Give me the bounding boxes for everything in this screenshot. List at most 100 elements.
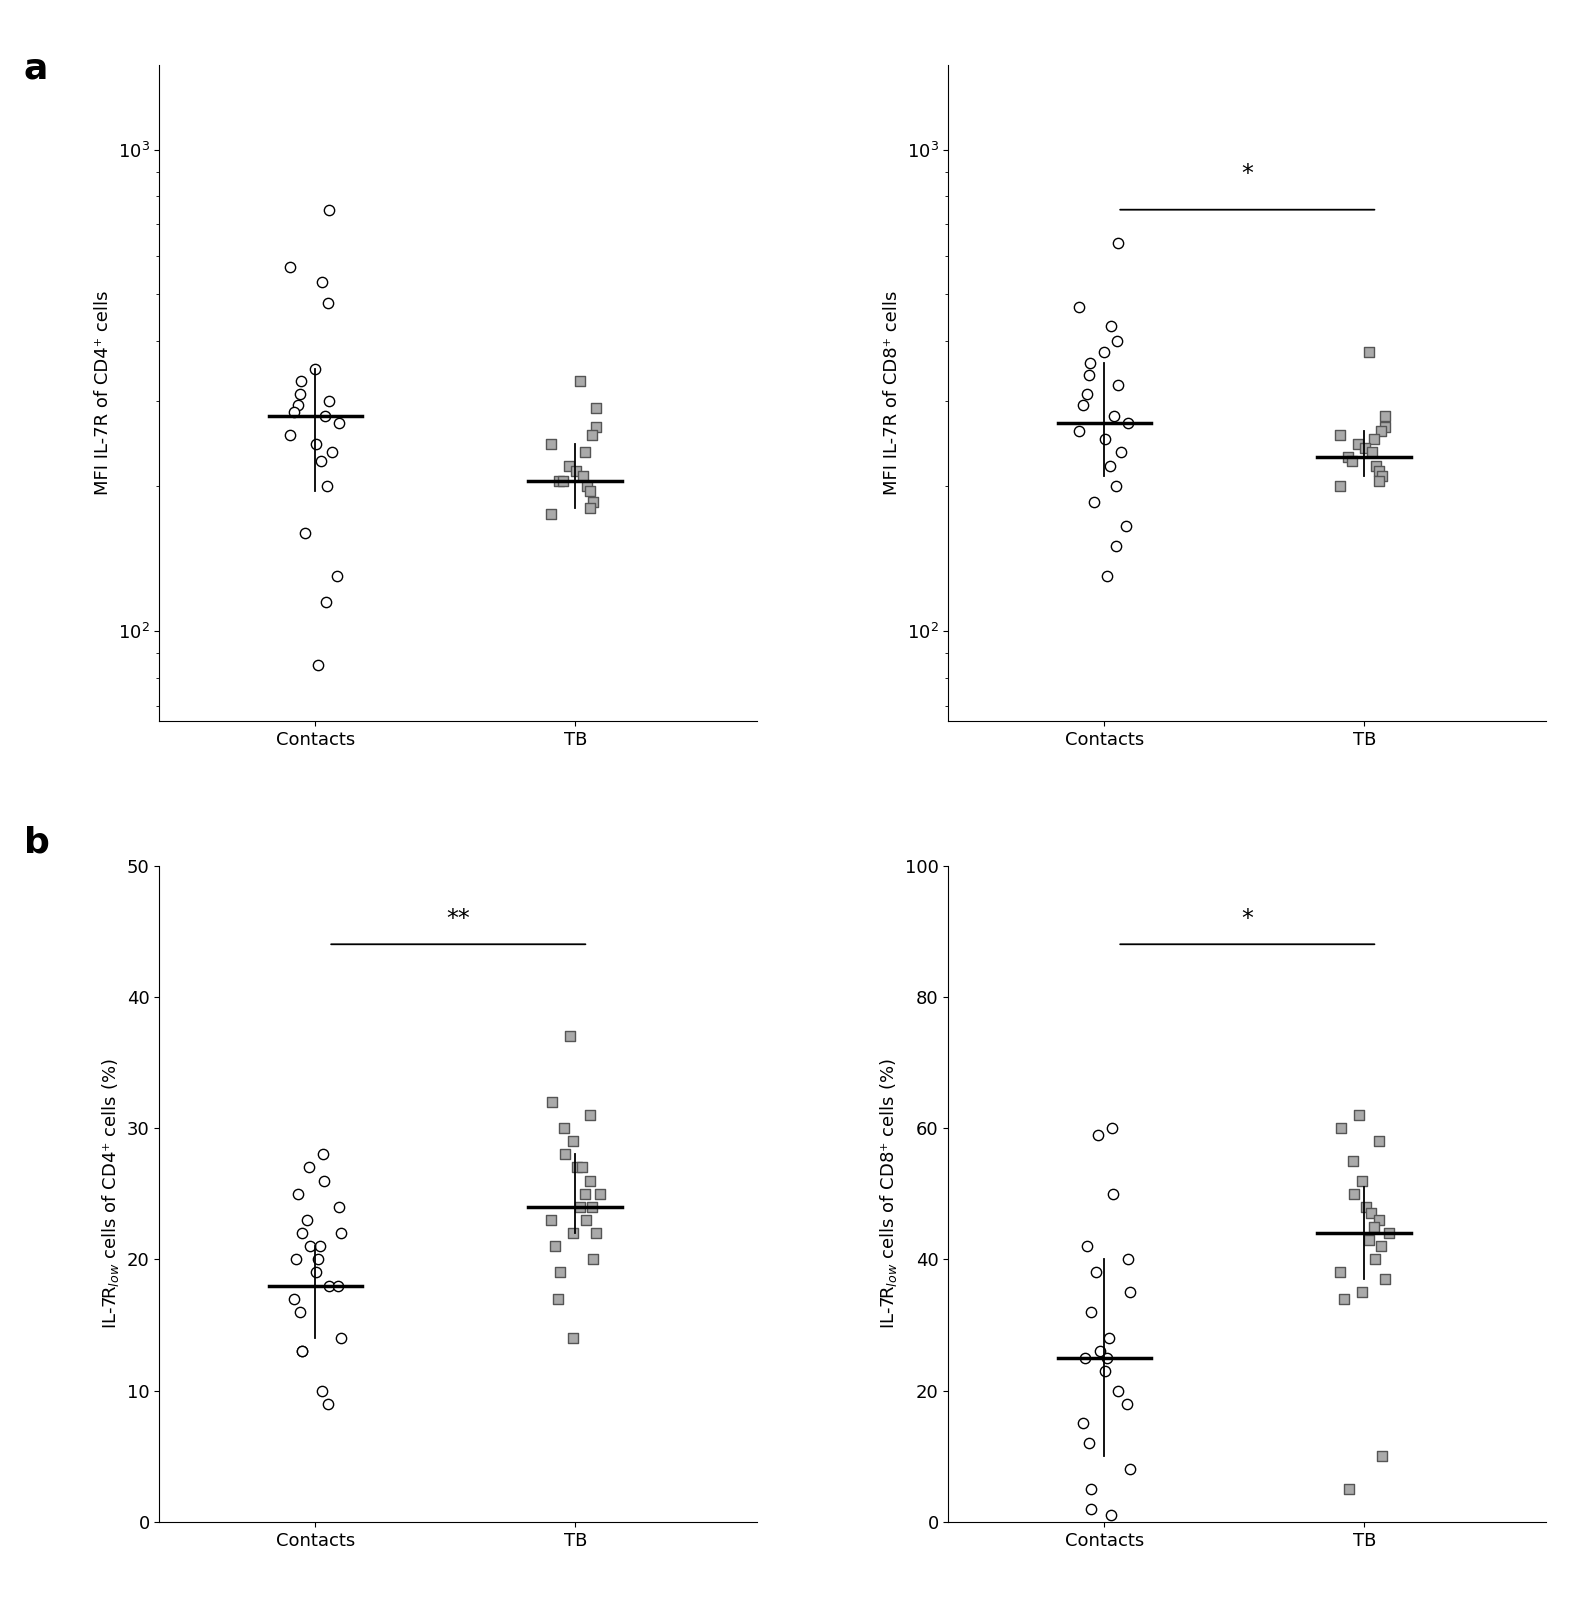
- Point: [552, 1141, 577, 1167]
- Point: [1352, 436, 1377, 461]
- Point: [285, 392, 311, 418]
- Point: [547, 1260, 572, 1285]
- Point: [296, 1154, 322, 1180]
- Point: [1360, 439, 1385, 465]
- Point: [1106, 1378, 1132, 1404]
- Point: [292, 520, 317, 546]
- Point: [1105, 329, 1130, 355]
- Point: [577, 479, 603, 505]
- Point: [295, 1208, 320, 1234]
- Point: [1361, 1214, 1387, 1240]
- Point: [539, 431, 564, 457]
- Point: [1366, 1208, 1392, 1234]
- Point: [1084, 1260, 1109, 1285]
- Point: [1369, 1443, 1395, 1468]
- Point: [317, 198, 343, 223]
- Point: [1097, 453, 1122, 479]
- Point: [285, 1180, 311, 1206]
- Point: [1117, 1279, 1143, 1305]
- Point: [550, 468, 575, 494]
- Point: [572, 1180, 598, 1206]
- Point: [1331, 725, 1356, 751]
- Y-axis label: MFI IL-7R of CD8⁺ cells: MFI IL-7R of CD8⁺ cells: [883, 291, 901, 495]
- Point: [308, 1234, 333, 1260]
- Point: [1092, 338, 1117, 364]
- Text: **: **: [446, 907, 470, 931]
- Point: [1345, 431, 1371, 457]
- Point: [1103, 533, 1129, 559]
- Point: [1093, 1345, 1119, 1371]
- Point: [281, 398, 306, 424]
- Point: [559, 1128, 585, 1154]
- Point: [1331, 1285, 1356, 1311]
- Point: [303, 1260, 328, 1285]
- Point: [1363, 453, 1388, 479]
- Point: [311, 1167, 336, 1193]
- Point: [567, 369, 593, 395]
- Point: [537, 1208, 563, 1234]
- Point: [569, 1154, 595, 1180]
- Point: [1093, 563, 1119, 589]
- Point: [1372, 414, 1398, 440]
- Point: [311, 1141, 336, 1167]
- Point: [289, 1339, 314, 1365]
- Point: [1328, 473, 1353, 499]
- Point: [289, 1221, 314, 1247]
- Point: [316, 290, 341, 316]
- Point: [539, 1090, 564, 1115]
- Point: [1108, 439, 1133, 465]
- Point: [328, 1324, 354, 1350]
- Point: [316, 389, 341, 414]
- Point: [287, 1298, 312, 1324]
- Point: [559, 1324, 585, 1350]
- Point: [1103, 473, 1129, 499]
- Point: [577, 1103, 603, 1128]
- Point: [309, 269, 335, 295]
- Point: [1341, 1180, 1366, 1206]
- Point: [577, 1167, 603, 1193]
- Point: [319, 439, 344, 465]
- Point: [1087, 1339, 1113, 1365]
- Point: [1326, 1260, 1352, 1285]
- Point: [583, 414, 609, 440]
- Point: [580, 1247, 606, 1273]
- Point: [1078, 1496, 1103, 1522]
- Point: [324, 563, 349, 589]
- Text: a: a: [24, 52, 48, 86]
- Point: [1377, 1221, 1403, 1247]
- Point: [284, 1247, 309, 1273]
- Point: [1372, 403, 1398, 429]
- Point: [1076, 363, 1101, 389]
- Point: [304, 652, 330, 678]
- Point: [1356, 338, 1382, 364]
- Point: [1366, 1128, 1392, 1154]
- Point: [1100, 1180, 1125, 1206]
- Point: [583, 395, 609, 421]
- Point: [567, 1193, 593, 1219]
- Point: [325, 1273, 351, 1298]
- Point: [1086, 1122, 1111, 1148]
- Y-axis label: IL-7R$_{low}$ cells of CD8⁺ cells (%): IL-7R$_{low}$ cells of CD8⁺ cells (%): [878, 1059, 899, 1329]
- Point: [572, 439, 598, 465]
- Point: [558, 1023, 583, 1049]
- Point: [1328, 423, 1353, 448]
- Point: [542, 1234, 567, 1260]
- Point: [287, 382, 312, 408]
- Point: [314, 1391, 340, 1417]
- Point: [327, 1193, 352, 1219]
- Point: [309, 1378, 335, 1404]
- Point: [1114, 1391, 1140, 1417]
- Point: [1098, 1502, 1124, 1528]
- Point: [1361, 426, 1387, 452]
- Point: [298, 1234, 324, 1260]
- Point: [277, 423, 303, 448]
- Point: [1336, 1477, 1361, 1502]
- Point: [564, 1154, 590, 1180]
- Point: [1070, 1410, 1095, 1436]
- Point: [277, 254, 303, 280]
- Point: [1368, 418, 1393, 444]
- Point: [577, 495, 603, 521]
- Point: [314, 473, 340, 499]
- Point: [1092, 1358, 1117, 1384]
- Point: [1339, 448, 1364, 474]
